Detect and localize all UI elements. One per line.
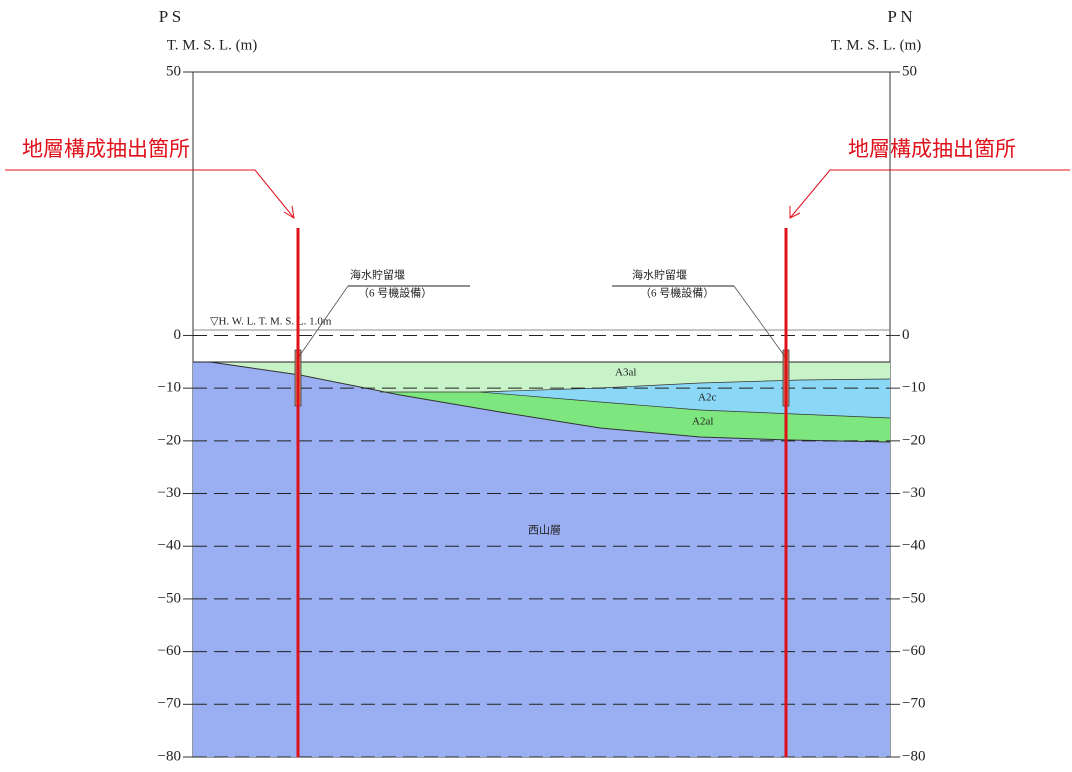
callout-line [789,169,1070,219]
boundary [380,391,891,419]
left-unit: T. M. S. L. (m) [167,37,258,53]
layer-label: A2al [692,416,713,428]
layer-label: A3al [615,367,636,379]
right-unit: T. M. S. L. (m) [831,37,922,53]
boundary [209,361,891,443]
layer-nishiyama [193,362,890,757]
y-tick-label: −70 [158,696,181,712]
structure-name: 海水貯留堰 [632,268,687,282]
y-tick-label: 50 [166,63,181,79]
y-tick-label: −20 [158,432,181,448]
y-tick-label: −70 [902,696,925,712]
structure-note: （6 号機設備） [358,286,432,300]
callout: 地層構成抽出箇所 [22,137,190,161]
y-tick-label: 0 [174,327,182,343]
hwl-label: ▽H. W. L. T. M. S. L. 1.0m [210,316,332,328]
y-tick-label: −40 [902,538,925,554]
y-tick-label: −80 [158,748,181,764]
y-tick-label: −50 [158,590,181,606]
y-tick-label: −80 [902,748,925,764]
y-tick-label: −20 [902,432,925,448]
y-tick-label: −30 [902,485,925,501]
structure-note: （6 号機設備） [640,286,714,300]
y-tick-label: −30 [158,485,181,501]
structure-name: 海水貯留堰 [350,268,405,282]
y-tick-label: −60 [158,643,181,659]
y-tick-label: −40 [158,538,181,554]
right-title: P N [887,7,912,26]
y-tick-label: −10 [158,380,181,396]
leader [297,285,349,359]
callout-line [5,169,295,219]
arrow-head [283,205,295,219]
y-tick-label: 0 [902,327,910,343]
callout: 地層構成抽出箇所 [848,137,1016,161]
y-tick-label: 50 [902,63,917,79]
leader [733,285,787,359]
layer-label: 西山層 [528,524,561,537]
y-tick-label: −60 [902,643,925,659]
layer-label: A2c [698,392,716,404]
left-title: P S [159,7,182,26]
boundary [479,378,891,393]
arrow-head [789,206,801,219]
layer-a2al [380,392,890,442]
y-tick-label: −10 [902,380,925,396]
y-tick-label: −50 [902,590,925,606]
